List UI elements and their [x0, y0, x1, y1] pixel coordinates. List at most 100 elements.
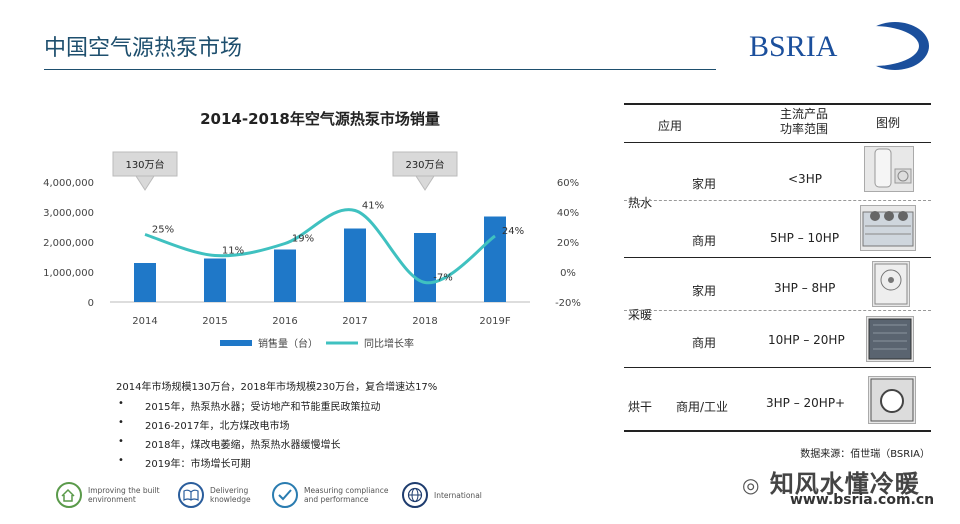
- bullet-item: 2019年：市场增长可期: [116, 455, 380, 474]
- table-header-border: [624, 142, 931, 143]
- chart-title: 2014-2018年空气源热泵市场销量: [200, 110, 440, 128]
- table-top-border: [624, 103, 931, 105]
- watermark-title: ◎ 知风水懂冷暖: [742, 464, 920, 499]
- data-label: 24%: [502, 226, 524, 237]
- row-power: 3HP – 20HP+: [766, 396, 846, 410]
- sales-chart: 4,000,000 3,000,000 2,000,000 1,000,000 0 60%…: [43, 151, 581, 350]
- x-tick-label: 2014: [132, 316, 157, 327]
- household-water-heater-image: [864, 146, 914, 192]
- y-left-tick-label: 4,000,000: [43, 178, 94, 189]
- svg-text:BSRIA: BSRIA: [749, 30, 838, 63]
- row-power: 10HP – 20HP: [768, 333, 845, 347]
- callout-box: [112, 151, 178, 177]
- data-label: 19%: [292, 234, 314, 245]
- house-tree-icon: [56, 482, 82, 508]
- commercial-heating-unit-image: [866, 316, 914, 362]
- group-heating: 采暖: [628, 308, 653, 322]
- x-tick-label: 2019F: [479, 316, 510, 327]
- y-right-tick-label: 20%: [557, 238, 579, 249]
- title-divider: [44, 69, 716, 70]
- row-type: 家用: [692, 177, 717, 191]
- footer-international: International: [402, 482, 482, 508]
- y-right-tick-label: 0%: [560, 268, 576, 279]
- group-divider: [624, 257, 931, 258]
- x-tick-label: 2017: [342, 316, 367, 327]
- callout-label: 230万台: [405, 158, 444, 171]
- y-right-tick-label: 40%: [557, 208, 579, 219]
- household-heating-unit-image: [872, 261, 910, 307]
- y-left-tick-label: 2,000,000: [43, 238, 94, 249]
- footer-line: environment: [88, 495, 136, 504]
- legend-line-label: 同比增长率: [364, 337, 414, 350]
- row-type: 商用: [692, 336, 717, 350]
- header-application: 应用: [658, 119, 683, 133]
- footer-line: Delivering: [210, 486, 249, 495]
- footer-line: and performance: [304, 495, 369, 504]
- bar: [484, 216, 506, 302]
- bullet-item: 2015年，热泵热水器；受访地产和节能重民政策拉动: [116, 398, 380, 417]
- watermark-url: www.bsria.com.cn: [790, 492, 935, 508]
- x-tick-label: 2016: [272, 316, 297, 327]
- footer-line: Improving the built: [88, 486, 160, 495]
- group-hot-water: 热水: [628, 196, 653, 210]
- row-power: 5HP – 10HP: [770, 231, 840, 245]
- summary-text: 2014年市场规模130万台，2018年市场规模230万台，复合增速达17%: [116, 382, 438, 393]
- footer-compliance: Measuring compliance and performance: [272, 482, 388, 508]
- bar: [204, 258, 226, 302]
- data-label: -7%: [433, 273, 452, 284]
- bsria-logo: BSRIA: [749, 22, 929, 70]
- row-type: 商用/工业: [676, 400, 729, 414]
- industrial-dryer-image: [868, 376, 916, 424]
- commercial-heat-pump-image: [860, 205, 916, 251]
- header-legend: 图例: [876, 116, 901, 130]
- header-power-line: 主流产品: [779, 107, 828, 121]
- data-label: 41%: [362, 201, 384, 212]
- data-label: 25%: [152, 225, 174, 236]
- bar: [414, 233, 436, 302]
- bullet-item: 2016-2017年，北方煤改电市场: [116, 417, 380, 436]
- legend-bar-label: 销售量（台）: [258, 337, 318, 350]
- book-icon: [178, 482, 204, 508]
- checkmark-icon: [272, 482, 298, 508]
- callout-label: 130万台: [125, 158, 164, 171]
- page-title: 中国空气源热泵市场: [44, 36, 243, 61]
- data-label: 11%: [222, 246, 244, 257]
- watermark-text: 知风水懂冷暖: [769, 470, 920, 498]
- header-power-range: 主流产品 功率范围: [776, 107, 832, 137]
- footer-line: International: [434, 490, 482, 500]
- bar: [134, 263, 156, 302]
- row-power: 3HP – 8HP: [774, 281, 836, 295]
- footer-knowledge: Delivering knowledge: [178, 482, 251, 508]
- y-right-tick-label: -20%: [555, 298, 581, 309]
- row-divider: [624, 200, 931, 201]
- footer-line: knowledge: [210, 495, 251, 504]
- callout-arrow: [135, 175, 155, 191]
- group-drying: 烘干: [628, 400, 653, 414]
- group-divider: [624, 367, 931, 368]
- y-left-tick-label: 1,000,000: [43, 268, 94, 279]
- row-power: <3HP: [788, 172, 822, 186]
- growth-line: [144, 208, 496, 285]
- wechat-icon: ◎: [742, 473, 761, 497]
- x-tick-label: 2018: [412, 316, 437, 327]
- data-source: 数据来源：佰世瑞（BSRIA）: [800, 449, 930, 460]
- bar: [344, 228, 366, 302]
- bullet-item: 2018年，煤改电萎缩，热泵热水器缓慢增长: [116, 436, 380, 455]
- globe-icon: [402, 482, 428, 508]
- row-type: 商用: [692, 234, 717, 248]
- footer-line: Measuring compliance: [304, 486, 389, 495]
- legend-bar-swatch: [220, 340, 252, 346]
- callout-arrow: [415, 175, 435, 191]
- footer-built-environment: Improving the built environment: [56, 482, 160, 508]
- row-divider: [624, 310, 931, 311]
- bar: [274, 249, 296, 302]
- y-left-tick-label: 3,000,000: [43, 208, 94, 219]
- bullet-list: 2015年，热泵热水器；受访地产和节能重民政策拉动 2016-2017年，北方煤…: [116, 398, 380, 474]
- y-left-tick-label: 0: [88, 298, 94, 309]
- y-right-tick-label: 60%: [557, 178, 579, 189]
- row-type: 家用: [692, 284, 717, 298]
- x-tick-label: 2015: [202, 316, 227, 327]
- header-power-line: 功率范围: [779, 122, 828, 136]
- table-bottom-border: [624, 430, 931, 432]
